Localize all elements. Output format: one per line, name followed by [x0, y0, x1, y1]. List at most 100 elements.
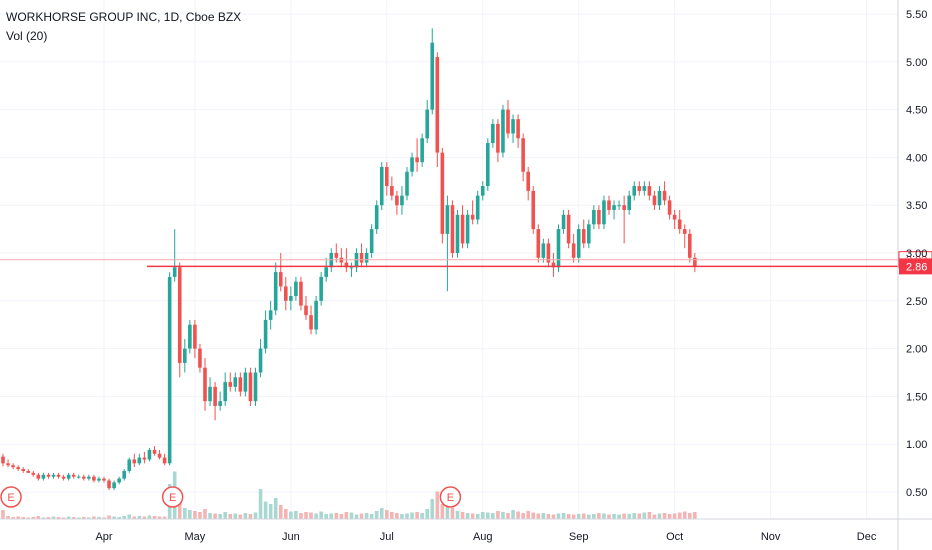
candle-body [374, 205, 379, 230]
candle-body [642, 186, 647, 191]
volume-bar [440, 504, 445, 519]
candle-body [1, 456, 5, 464]
candle-body [672, 214, 677, 220]
volume-bar [536, 513, 541, 519]
volume-bar [682, 511, 687, 519]
volume-bar [506, 513, 510, 519]
volume-bar [61, 517, 66, 519]
candle-body [576, 229, 581, 258]
volume-bar [87, 517, 91, 519]
candle-body [617, 205, 621, 207]
candle-body [16, 467, 20, 470]
candle-body [92, 476, 96, 481]
candle-body [142, 457, 147, 460]
volume-bar [193, 511, 197, 519]
candle-body [203, 367, 207, 402]
candle-body [188, 324, 192, 349]
y-tick-label: 1.50 [906, 391, 927, 403]
candle-body [314, 300, 318, 330]
candle-body [258, 348, 263, 373]
candle-body [6, 463, 10, 466]
candle-body [263, 319, 268, 349]
volume-bar [183, 508, 187, 519]
volume-bar [198, 512, 202, 519]
volume-bar [571, 514, 576, 519]
candle-body [233, 377, 238, 387]
volume-bar [248, 514, 253, 519]
earnings-marker-label: E [7, 492, 14, 504]
candle-body [268, 310, 273, 320]
candle-body [289, 296, 293, 301]
volume-bar [465, 513, 470, 519]
candle-body [516, 119, 520, 139]
candle-body [693, 257, 697, 267]
candle-body [359, 253, 364, 263]
candle-body [107, 480, 111, 489]
candle-body [657, 190, 662, 206]
volume-bar [66, 516, 71, 519]
candle-body [410, 157, 414, 172]
candle-body [435, 57, 440, 153]
x-tick-label: Apr [95, 531, 112, 543]
candle-body [97, 478, 101, 481]
volume-bar [309, 512, 313, 519]
candle-body [137, 457, 142, 464]
volume-bar [82, 517, 86, 519]
volume-bar [188, 510, 192, 519]
volume-bar [546, 514, 551, 519]
volume-bar [470, 513, 475, 519]
volume-bar [430, 499, 435, 519]
candle-body [501, 109, 505, 153]
volume-bar [425, 509, 429, 519]
x-tick-label: Nov [761, 531, 781, 543]
candle-body [430, 42, 435, 110]
candle-body [551, 262, 556, 268]
volume-bar [491, 513, 495, 519]
candle-body [243, 372, 248, 392]
candle-body [294, 281, 298, 297]
candle-body [667, 200, 672, 215]
candle-body [405, 171, 409, 196]
earnings-marker-icon[interactable] [439, 486, 462, 508]
volume-bar [369, 514, 374, 519]
earnings-marker-icon[interactable] [161, 486, 184, 508]
volume-bar [213, 513, 217, 519]
volume-bar [127, 514, 132, 519]
y-tick-label: 4.00 [906, 152, 927, 164]
candle-body [632, 186, 637, 196]
volume-bar [607, 514, 611, 519]
volume-bar [551, 514, 556, 519]
volume-bar [677, 512, 682, 519]
candle-body [622, 205, 626, 210]
y-tick-label: 3.00 [906, 248, 927, 260]
candle-body [253, 372, 258, 402]
volume-bar [344, 512, 349, 519]
earnings-marker-icon[interactable] [0, 486, 22, 508]
candle-body [71, 474, 76, 477]
volume-bar [56, 517, 61, 519]
candle-body [637, 186, 642, 191]
volume-bar [21, 517, 25, 519]
candle-body [46, 474, 51, 477]
candle-body [273, 272, 278, 311]
candle-body [521, 138, 525, 172]
volume-bar [576, 514, 581, 519]
y-tick-label: 5.00 [906, 57, 927, 69]
volume-bar [137, 516, 142, 519]
volume-bar [324, 514, 328, 519]
volume-bar [132, 516, 137, 519]
candle-body [506, 109, 510, 134]
volume-bar [662, 513, 667, 519]
volume-bar [299, 513, 303, 519]
price-axis: 5.50 5.00 4.50 4.00 3.50 3.00 2.50 2.00 1.50 1.00… [897, 0, 927, 550]
volume-bar [26, 517, 31, 519]
volume-bar [76, 517, 81, 519]
volume-bar [162, 516, 167, 519]
candle-body [647, 186, 652, 196]
candle-body [102, 478, 106, 481]
volume-bar [233, 513, 238, 519]
candle-body [420, 138, 424, 163]
volume-bar [627, 514, 631, 519]
volume-bar [354, 514, 359, 519]
